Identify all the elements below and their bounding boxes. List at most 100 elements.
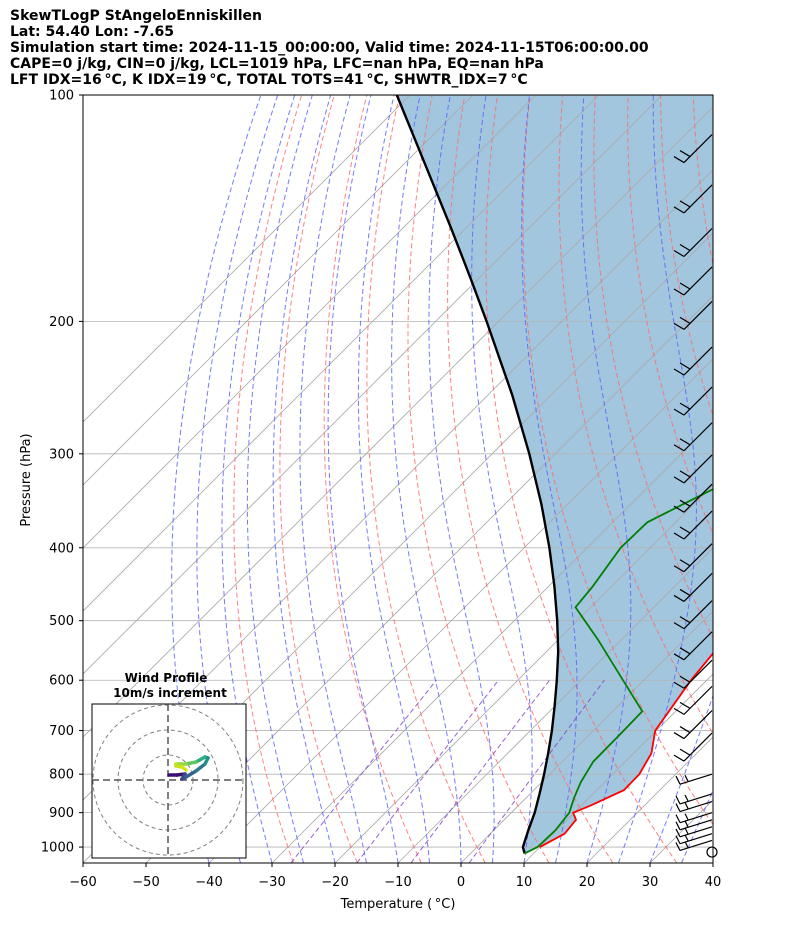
wind-barbs <box>673 134 718 858</box>
hodograph-segment <box>194 762 207 773</box>
hodograph <box>92 704 246 858</box>
barb-staff <box>683 300 713 330</box>
isotherm-line <box>83 95 537 549</box>
barb-staff <box>679 773 713 785</box>
wind-barb <box>673 600 713 630</box>
wind-barb <box>673 710 713 740</box>
x-tick-label: 30 <box>642 875 659 890</box>
mixing-ratio-line <box>290 679 437 863</box>
x-tick-label: −50 <box>132 875 159 890</box>
wind-barb <box>673 659 713 689</box>
barb-flag <box>679 726 691 734</box>
barb-flag <box>679 362 691 370</box>
dry-adiabat-line <box>522 95 713 826</box>
y-tick-label: 1000 <box>41 841 74 856</box>
moist-adiabat-line <box>272 95 336 863</box>
barb-flag <box>673 249 685 258</box>
isotherm-line <box>83 106 713 738</box>
barb-staff <box>683 631 713 661</box>
moist-adiabat-line <box>391 95 462 863</box>
wind-barb <box>675 819 713 831</box>
mixing-ratio-lines <box>290 679 605 863</box>
barb-flag <box>684 774 689 782</box>
dewpoint-line <box>524 488 713 855</box>
moist-adiabat-line <box>521 95 578 863</box>
isotherm-line <box>83 95 663 675</box>
barb-flag <box>679 150 691 158</box>
barb-flag <box>679 470 691 478</box>
wind-barb <box>673 483 713 513</box>
mixing-ratio-line <box>356 679 499 863</box>
wind-barb <box>673 732 713 762</box>
barb-flag <box>679 701 691 709</box>
wind-profile-inset: Wind Profile 10m/s increment <box>91 671 247 859</box>
barb-flag <box>679 438 691 446</box>
moist-adiabat-line <box>246 95 313 863</box>
hodograph-segment <box>184 769 198 779</box>
barb-flag <box>673 156 685 164</box>
wind-barb <box>673 386 713 416</box>
location-coords: Lat: 54.40 Lon: -7.65 <box>10 24 175 40</box>
isotherm-line <box>523 673 713 863</box>
parcel-path-line <box>395 95 560 854</box>
moist-adiabat-line <box>171 95 262 863</box>
dry-adiabat-line <box>558 95 713 735</box>
barb-flag <box>673 408 685 416</box>
barb-flag <box>675 821 681 831</box>
barb-flag <box>673 565 685 573</box>
barb-staff <box>683 543 713 573</box>
cape-cin-shading <box>396 95 713 854</box>
moist-adiabat-line <box>471 95 533 863</box>
inset-title: Wind Profile <box>125 671 208 685</box>
barb-flag <box>673 505 685 513</box>
y-tick-label: 700 <box>49 724 74 739</box>
mixing-ratio-line <box>410 679 550 863</box>
barb-staff <box>683 228 713 257</box>
barb-staff <box>683 184 713 214</box>
moist-adiabat-line <box>712 861 713 863</box>
barb-staff <box>683 386 713 416</box>
x-tick-label: −10 <box>384 875 411 890</box>
dry-adiabat-line <box>790 88 794 863</box>
barb-flag <box>679 616 691 624</box>
barb-flag <box>673 476 685 484</box>
barb-flag <box>675 795 681 805</box>
dry-adiabat-line <box>758 88 794 863</box>
barb-flag <box>673 368 685 376</box>
dry-adiabat-line <box>279 95 358 863</box>
barb-staff <box>683 483 713 513</box>
y-tick-label: 900 <box>49 806 74 821</box>
y-tick-label: 600 <box>49 674 74 689</box>
barb-flag <box>684 813 689 820</box>
sounding-profiles <box>395 95 713 855</box>
barb-staff <box>683 510 713 540</box>
wind-barb <box>675 812 713 824</box>
barb-staff <box>683 600 713 630</box>
barb-flag <box>679 499 691 507</box>
y-tick-label: 800 <box>49 768 74 783</box>
barb-flag <box>675 842 681 851</box>
moist-adiabat-line <box>649 694 713 863</box>
barb-staff <box>679 793 713 805</box>
dry-adiabat-line <box>447 95 614 863</box>
barb-flag <box>679 675 691 683</box>
barb-flag <box>684 794 689 802</box>
y-tick-label: 500 <box>49 614 74 629</box>
barb-staff <box>683 422 713 452</box>
x-tick-label: −60 <box>69 875 96 890</box>
barb-staff <box>679 801 713 813</box>
x-tick-label: 0 <box>457 875 465 890</box>
wind-barb <box>673 134 713 164</box>
mixing-ratio-line <box>468 679 605 863</box>
dry-adiabat-line <box>407 95 550 863</box>
barb-flag <box>684 820 689 828</box>
barb-flag <box>679 316 691 324</box>
barb-flag <box>679 588 691 596</box>
dry-adiabat-line <box>366 95 486 863</box>
dry-adiabat-line <box>485 95 678 863</box>
barb-flag <box>679 647 691 655</box>
isotherm-line <box>145 295 713 863</box>
isotherm-line <box>460 610 713 863</box>
chart-title: SkewTLogP StAngeloEnniskillen <box>10 8 262 24</box>
y-tick-label: 400 <box>49 541 74 556</box>
